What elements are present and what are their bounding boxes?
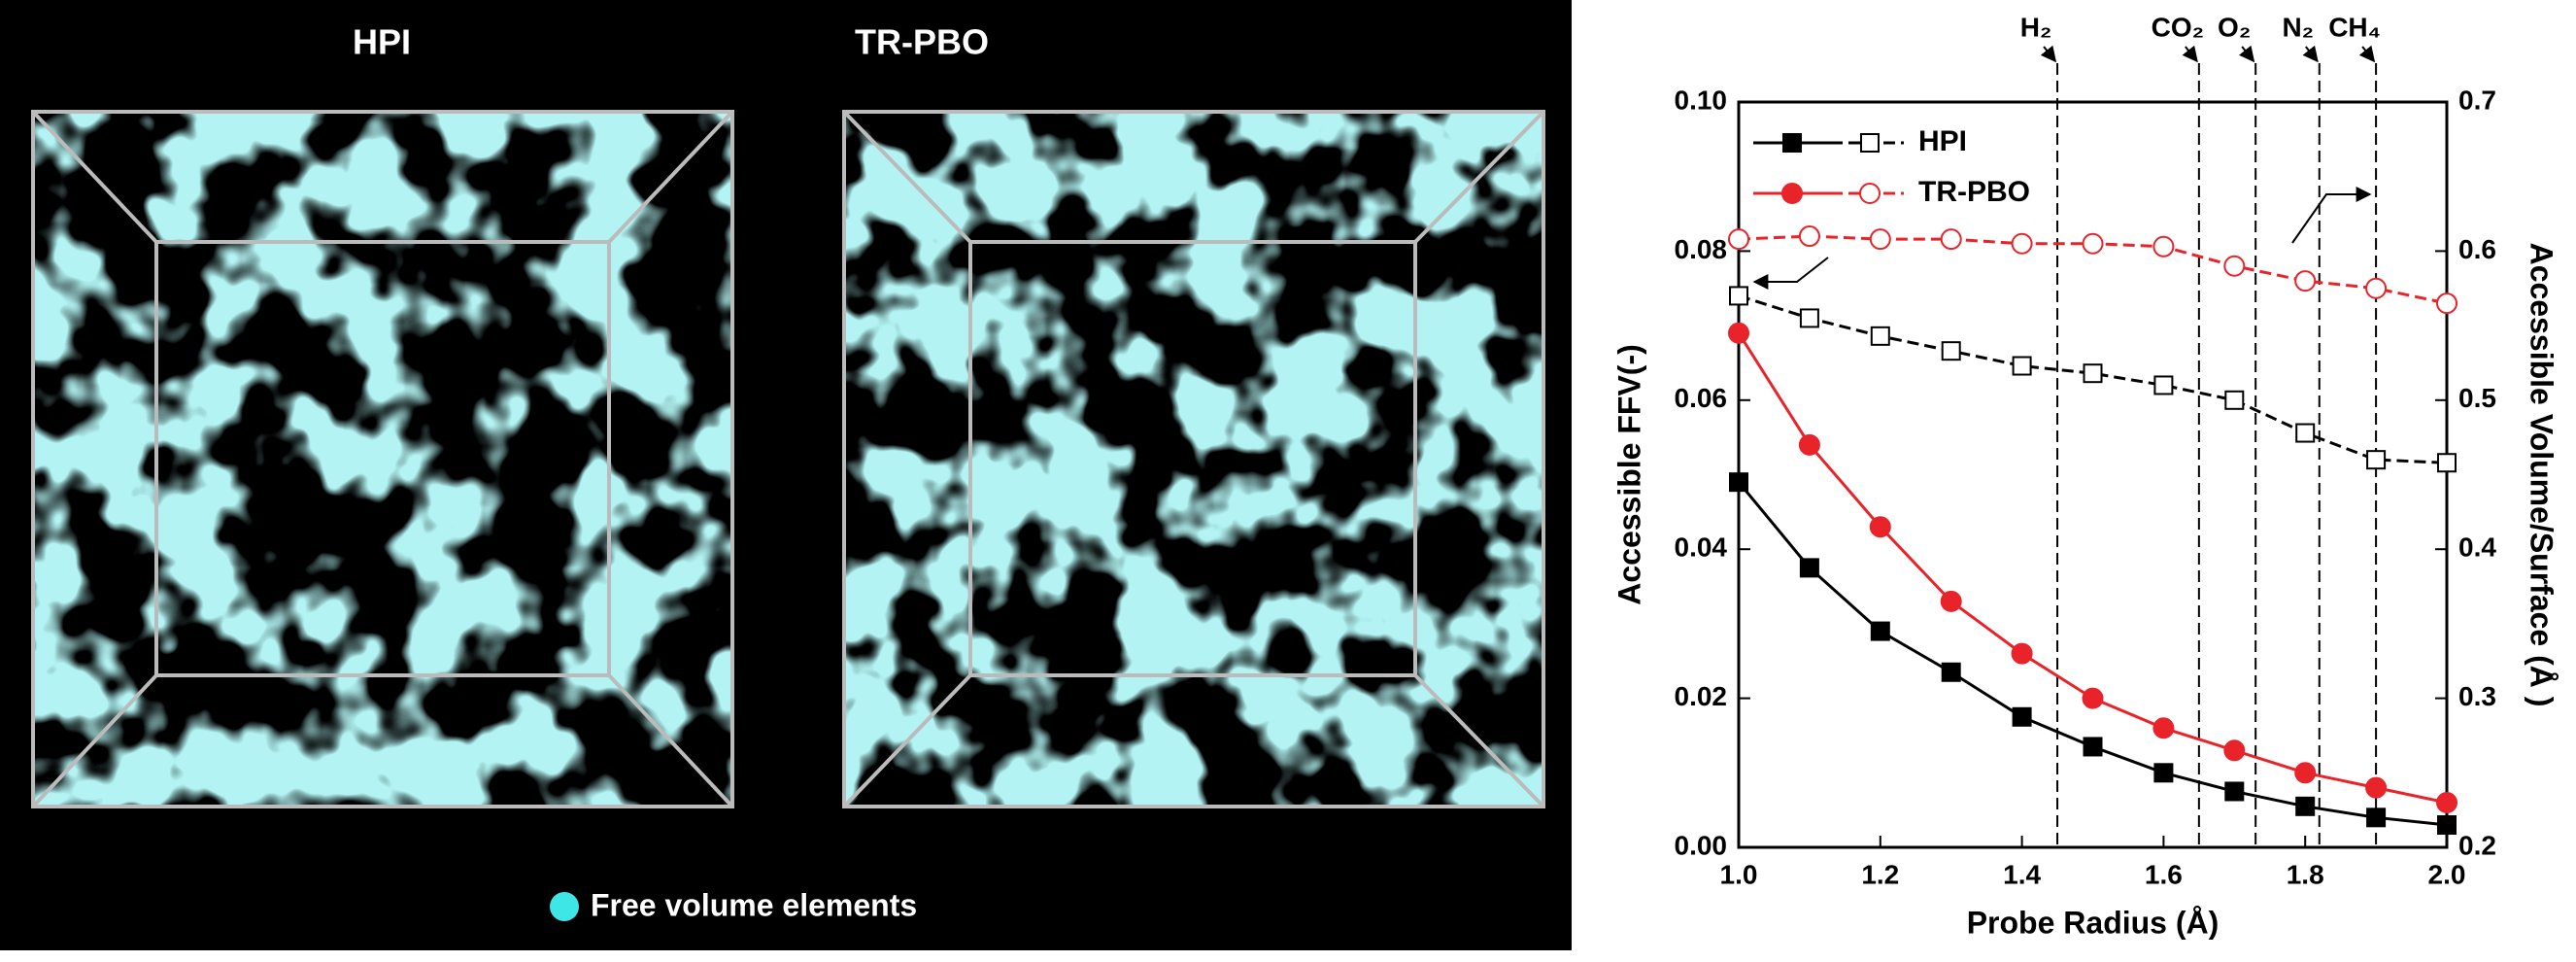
point — [2012, 706, 2032, 727]
point — [2295, 423, 2316, 443]
reference-arrow — [2302, 45, 2319, 63]
legend-label: HPI — [1918, 125, 1967, 157]
x-tick-label: 1.8 — [2287, 859, 2324, 889]
panel-title: TR-PBO — [855, 22, 989, 62]
point — [2366, 807, 2387, 828]
y-tick-label: 0.04 — [1675, 533, 1728, 563]
x-tick-label: 2.0 — [2428, 859, 2466, 889]
point — [1799, 558, 1819, 578]
point — [1869, 228, 1891, 251]
point — [1941, 341, 1961, 361]
series-line — [1737, 331, 2448, 805]
y-axis-label: Accessible FFV(-) — [1611, 344, 1646, 605]
y2-axis-label: Accessible Volume/Surface (Å ) — [2525, 243, 2559, 707]
arrows — [1752, 187, 2372, 290]
y2-tick-label: 0.5 — [2458, 383, 2496, 413]
point — [1869, 516, 1891, 538]
point — [2082, 232, 2104, 255]
point — [2436, 791, 2457, 813]
panel-title: HPI — [353, 22, 411, 62]
point — [2011, 642, 2033, 665]
reference-label: N₂ — [2282, 12, 2314, 42]
reference-label: CO₂ — [2152, 12, 2204, 42]
point — [2223, 255, 2246, 277]
point — [2153, 763, 2174, 783]
x-tick-label: 1.2 — [1861, 859, 1899, 889]
legend-label: TR-PBO — [1918, 176, 2030, 208]
point — [1798, 433, 1820, 456]
point — [2294, 762, 2317, 784]
point — [1870, 326, 1890, 346]
point — [1728, 228, 1749, 251]
point — [1940, 590, 1962, 612]
point — [2295, 796, 2316, 816]
x-tick-label: 1.0 — [1720, 859, 1758, 889]
point — [1940, 228, 1962, 251]
legend-dot — [550, 892, 579, 921]
x-tick-label: 1.6 — [2145, 859, 2183, 889]
point — [1799, 308, 1819, 328]
legend-marker — [1860, 133, 1880, 153]
y-tick-label: 0.10 — [1675, 85, 1728, 115]
point — [1941, 662, 1961, 682]
y-tick-label: 0.00 — [1675, 830, 1728, 860]
point — [2436, 292, 2457, 315]
point — [2083, 737, 2103, 757]
point — [2294, 270, 2317, 292]
series-line — [1738, 293, 2448, 464]
y2-tick-label: 0.3 — [2458, 681, 2496, 711]
y2-tick-label: 0.2 — [2458, 830, 2496, 860]
point — [2011, 232, 2033, 255]
series-line — [1737, 481, 2448, 827]
legend-marker — [1782, 133, 1802, 153]
point — [2437, 453, 2457, 473]
point — [2153, 375, 2174, 395]
image-legend: Free volume elements — [591, 887, 917, 922]
point — [2012, 356, 2032, 376]
reference-label: O₂ — [2218, 12, 2251, 42]
point — [1728, 322, 1749, 344]
point — [2152, 717, 2175, 739]
point — [2224, 781, 2245, 802]
y-tick-label: 0.06 — [1675, 383, 1728, 413]
point — [2082, 687, 2104, 709]
point — [2366, 450, 2387, 470]
x-tick-label: 1.4 — [2003, 859, 2041, 889]
y-tick-label: 0.08 — [1675, 234, 1728, 264]
reference-arrow — [2358, 45, 2376, 63]
reference-arrow — [2040, 45, 2057, 63]
point — [2152, 235, 2175, 258]
point — [2365, 776, 2388, 799]
reference-arrow — [2182, 45, 2198, 63]
reference-arrow — [2238, 45, 2255, 63]
point — [1729, 286, 1748, 306]
legend-marker — [1781, 183, 1803, 204]
y2-tick-label: 0.7 — [2458, 85, 2496, 115]
x-axis-label: Probe Radius (Å) — [1967, 905, 2220, 940]
y-tick-label: 0.02 — [1675, 681, 1728, 711]
reference-label: CH₄ — [2328, 12, 2381, 42]
plot-frame — [1737, 100, 2449, 849]
point — [2437, 814, 2457, 835]
point — [2365, 277, 2388, 299]
y2-tick-label: 0.4 — [2458, 533, 2496, 563]
point — [1798, 225, 1820, 248]
y2-tick-label: 0.6 — [2458, 234, 2496, 264]
legend-marker — [1859, 183, 1881, 204]
point — [1729, 472, 1748, 493]
point — [1870, 621, 1890, 641]
reference-label: H₂ — [2020, 12, 2052, 42]
cube-frames — [31, 110, 1545, 808]
free-volume-hpi — [33, 112, 732, 807]
point — [2224, 390, 2245, 410]
point — [2083, 363, 2103, 384]
point — [2223, 739, 2246, 762]
